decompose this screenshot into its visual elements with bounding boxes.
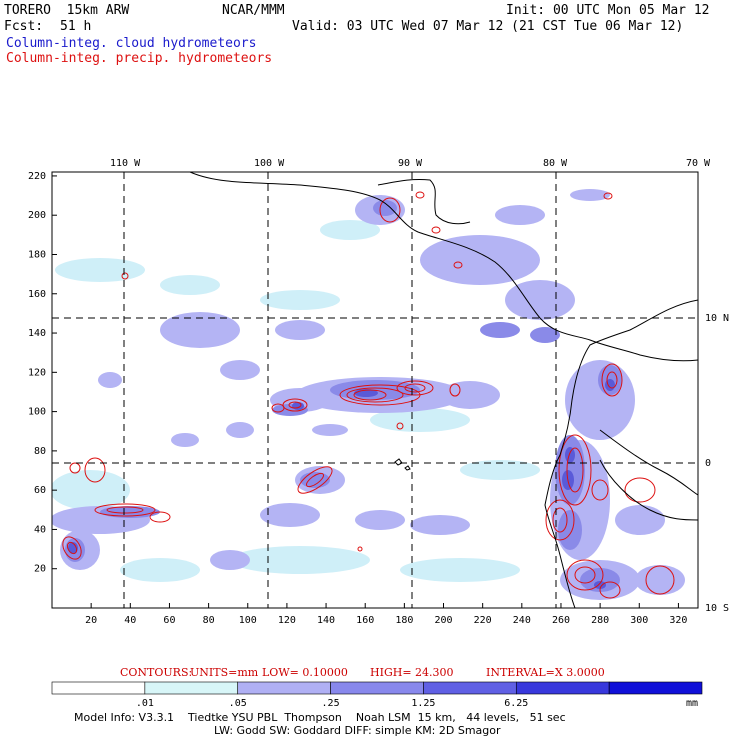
y-tick-label: 180 [28,249,46,260]
x-tick-label: 260 [552,615,570,626]
x-tick-label: 140 [317,615,335,626]
x-tick-label: 220 [474,615,492,626]
y-tick-label: 60 [34,485,46,496]
lon-label: 90 W [398,158,423,169]
contours-low: LOW= 0.10000 [262,666,348,679]
coastlines [189,172,698,608]
x-tick-label: 300 [630,615,648,626]
y-tick-label: 200 [28,210,46,221]
center-title: NCAR/MMM [222,3,285,18]
contours-label: CONTOURS: [120,666,192,679]
colorbar-tick-label: 1.25 [411,698,435,709]
lat-label: 0 [705,458,711,469]
lon-label: 80 W [543,158,568,169]
lat-label: 10 N [705,313,729,324]
forecast-label: Fcst: [4,19,44,34]
contours-high: HIGH= 24.300 [370,666,454,679]
color-bar: .01 .05 .25 1.25 6.25 [51,681,703,709]
lat-lon-grid [52,172,698,608]
precip-contours [62,191,675,599]
colorbar-swatch [608,681,703,695]
lon-label: 100 W [254,158,285,169]
y-tick-label: 140 [28,328,46,339]
cloud-field [52,189,685,600]
colorbar-swatch [515,681,610,695]
field-title-precip: Column-integ. precip. hydrometeors [6,51,273,66]
x-tick-label: 120 [278,615,296,626]
x-tick-label: 320 [669,615,687,626]
y-tick-label: 220 [28,171,46,182]
colorbar-unit: mm [686,698,698,709]
model-info-line1: Model Info: V3.3.1 Tiedtke YSU PBL Thomp… [74,711,566,724]
lat-label: 10 S [705,603,729,614]
y-tick-label: 160 [28,289,46,300]
x-axis: 20 40 60 80 100 120 140 160 180 200 220 240 260 280 30… [85,603,687,626]
y-tick-label: 100 [28,407,46,418]
x-tick-label: 20 [85,615,97,626]
y-tick-label: 120 [28,367,46,378]
y-tick-label: 80 [34,446,46,457]
x-tick-label: 280 [591,615,609,626]
colorbar-tick-label: 6.25 [504,698,528,709]
valid-time: Valid: 03 UTC Wed 07 Mar 12 (21 CST Tue … [292,19,684,34]
contours-interval: INTERVAL=X 3.0000 [486,666,605,679]
x-tick-label: 60 [163,615,175,626]
colorbar-tick-label: .01 [136,698,154,709]
model-title: TORERO 15km ARW [4,3,130,18]
colorbar-swatch [51,681,146,695]
model-info-line2: LW: Godd SW: Goddard DIFF: simple KM: 2D… [214,724,501,737]
colorbar-swatch [330,681,424,695]
colorbar-swatch [237,681,331,695]
y-tick-label: 40 [34,524,46,535]
colorbar-swatch [423,681,517,695]
lon-label: 110 W [110,158,141,169]
colorbar-tick-label: .05 [229,698,247,709]
map-frame [51,171,699,609]
x-tick-label: 40 [124,615,136,626]
y-tick-label: 20 [34,564,46,575]
x-tick-label: 100 [239,615,257,626]
contours-units: UNITS=mm [190,666,259,679]
init-time: Init: 00 UTC Mon 05 Mar 12 [506,3,710,18]
x-tick-label: 200 [434,615,452,626]
forecast-hour: 51 h [60,19,92,34]
field-title-cloud: Column-integ. cloud hydrometeors [6,36,257,51]
colorbar-swatch [144,681,239,695]
colorbar-tick-label: .25 [322,698,340,709]
x-tick-label: 240 [513,615,531,626]
x-tick-label: 80 [203,615,215,626]
x-tick-label: 180 [395,615,413,626]
x-tick-label: 160 [356,615,374,626]
y-axis: 220 200 180 160 140 120 100 80 60 40 20 [28,171,57,575]
lon-label: 70 W [686,158,711,169]
